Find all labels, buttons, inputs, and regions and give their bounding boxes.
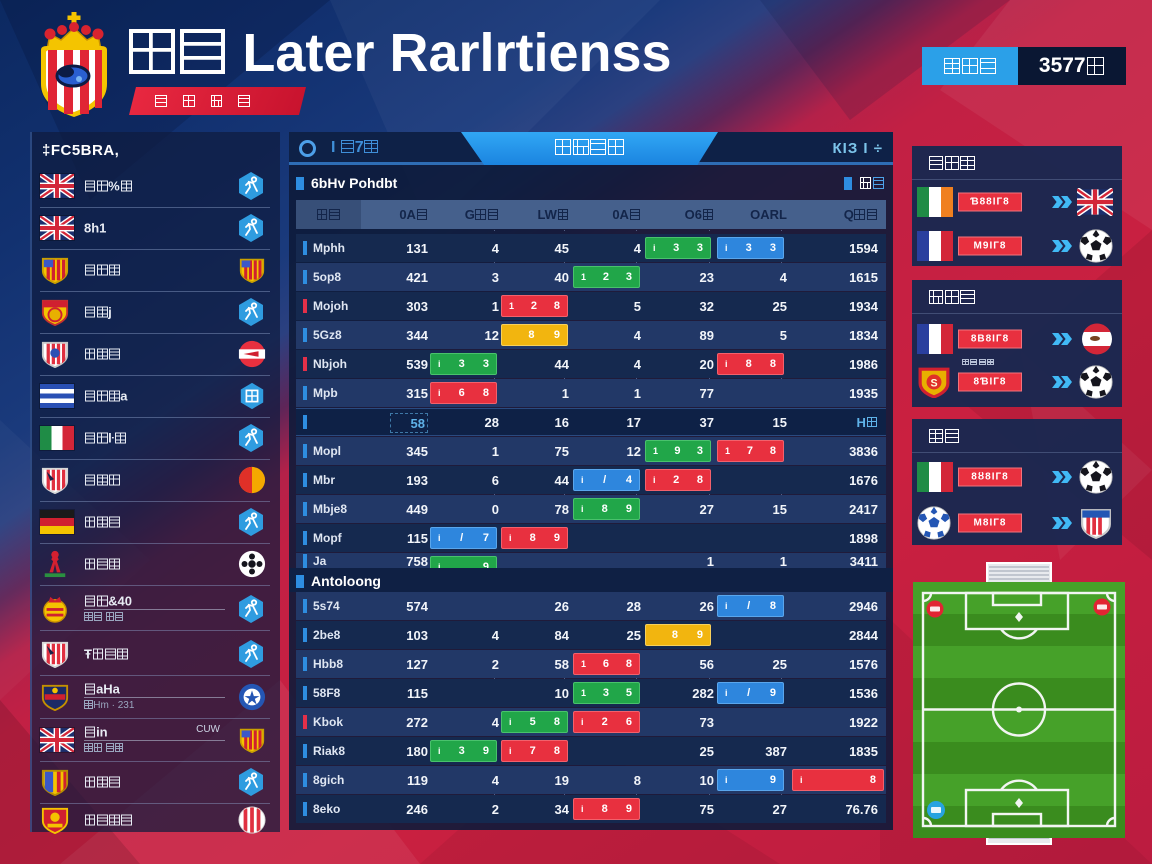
svg-text:S: S [930,377,937,389]
